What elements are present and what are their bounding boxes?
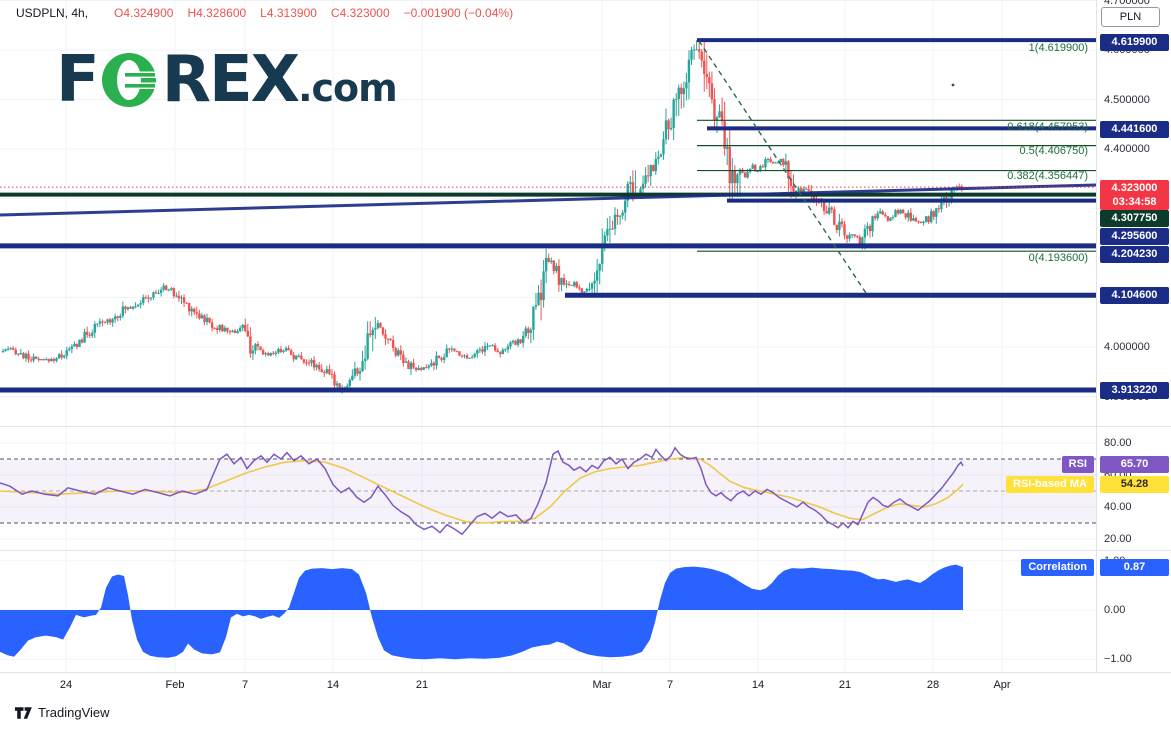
ohlc-open: O4.324900 — [114, 6, 174, 20]
corr-tick-label: 0.00 — [1104, 604, 1126, 616]
price-badge-6570: 65.70 — [1100, 455, 1169, 473]
rsi-ma-label[interactable]: RSI-based MA — [1006, 475, 1094, 493]
time-tick-label: 21 — [838, 679, 852, 691]
time-tick-label: 7 — [666, 679, 674, 691]
logo-dot-com: .com — [298, 66, 398, 110]
badge-value: 65.70 — [1120, 458, 1149, 470]
time-tick-label: Apr — [993, 679, 1011, 691]
badge-value: 4.307750 — [1111, 212, 1158, 224]
rsi-ma-line — [0, 456, 964, 524]
price-badge-4323000: 4.323000 03:34:58 — [1100, 180, 1169, 210]
price-tick-label: 4.000000 — [1104, 341, 1150, 353]
symbol-header[interactable]: USDPLN, 4h, O4.324900 H4.328600 L4.31390… — [16, 6, 527, 20]
badge-value: 4.323000 — [1111, 182, 1158, 194]
rsi-tick-label: 40.00 — [1104, 501, 1132, 513]
badge-value: 4.204230 — [1111, 248, 1158, 260]
price-badge-4104600: 4.104600 — [1100, 286, 1169, 304]
candlestick-series — [1, 38, 963, 394]
rsi-tick-label: 80.00 — [1104, 437, 1132, 449]
price-badge-4204230: 4.204230 — [1100, 245, 1169, 263]
forex-o-icon — [101, 53, 159, 107]
forex-com-watermark: F REX .com — [56, 43, 398, 117]
fib-label: 0.382(4.356447) — [1007, 170, 1088, 182]
price-tick-label: 4.500000 — [1104, 93, 1150, 106]
fib-label: 0(4.193600) — [1028, 252, 1088, 264]
price-tick-label: 4.400000 — [1104, 143, 1150, 155]
badge-countdown: 03:34:58 — [1112, 196, 1157, 208]
price-tick-label: 4.700000 — [1104, 0, 1150, 7]
price-axis[interactable]: 4.7000004.6000004.5000004.4000004.000000… — [1096, 0, 1171, 672]
price-badge-4307750: 4.307750 — [1100, 209, 1169, 227]
support-resistance-lines — [0, 38, 1096, 393]
badge-value: 4.104600 — [1111, 289, 1158, 301]
rsi-label[interactable]: RSI — [1061, 455, 1094, 473]
badge-value: 4.295600 — [1111, 230, 1158, 242]
time-tick-label: 21 — [415, 679, 429, 691]
pane-separators — [0, 426, 1171, 551]
time-tick-label: 7 — [241, 679, 249, 691]
corr-tick-label: −1.00 — [1104, 653, 1132, 666]
price-badge-4295600: 4.295600 — [1100, 227, 1169, 245]
logo-letters-rex: REX — [161, 43, 300, 117]
tradingview-icon — [14, 706, 32, 719]
badge-value: 3.913220 — [1111, 384, 1158, 396]
correlation-area — [0, 564, 963, 660]
tradingview-attribution[interactable]: TradingView — [14, 705, 110, 720]
correlation-label[interactable]: Correlation — [1021, 558, 1094, 576]
price-badge-3913220: 3.913220 — [1100, 381, 1169, 399]
price-badge-4441600: 4.441600 — [1100, 120, 1169, 138]
price-badge-4619900: 4.619900 — [1100, 33, 1169, 51]
rsi-pane — [0, 446, 1096, 536]
currency-label[interactable]: PLN — [1101, 7, 1160, 27]
chart-dot — [951, 83, 955, 87]
price-badge-5428: 54.28 — [1100, 475, 1169, 493]
time-tick-label: 28 — [926, 679, 940, 691]
rsi-line — [0, 446, 964, 536]
time-tick-label: 14 — [751, 679, 765, 691]
ohlc-change: −0.001900 (−0.04%) — [403, 6, 514, 20]
logo-letter-f: F — [56, 43, 100, 117]
time-tick-label: Mar — [592, 679, 612, 691]
badge-value: 0.87 — [1123, 561, 1146, 573]
badge-value: 4.441600 — [1111, 123, 1158, 135]
fib-label: 0.5(4.406750) — [1019, 145, 1089, 157]
price-badge-087: 0.87 — [1100, 558, 1169, 576]
badge-value: 54.28 — [1120, 478, 1149, 490]
time-axis[interactable]: 24 Feb 7 14 21 Mar 7 14 21 28 Apr — [0, 672, 1171, 699]
symbol-title[interactable]: USDPLN, 4h, — [16, 6, 89, 20]
tradingview-text[interactable]: TradingView — [38, 705, 110, 720]
fib-label: 0.618(4.457953) — [1007, 121, 1088, 133]
fib-label: 1(4.619900) — [1028, 42, 1088, 54]
ohlc-high: H4.328600 — [187, 6, 247, 20]
trendlines — [0, 40, 1097, 294]
time-tick-label: Feb — [165, 679, 185, 691]
time-tick-label: 24 — [59, 679, 73, 691]
badge-value: 4.619900 — [1111, 36, 1158, 48]
rsi-tick-label: 20.00 — [1104, 533, 1132, 545]
time-tick-label: 14 — [326, 679, 340, 691]
ohlc-close: C4.323000 — [330, 6, 390, 20]
ohlc-low: L4.313900 — [260, 6, 317, 20]
